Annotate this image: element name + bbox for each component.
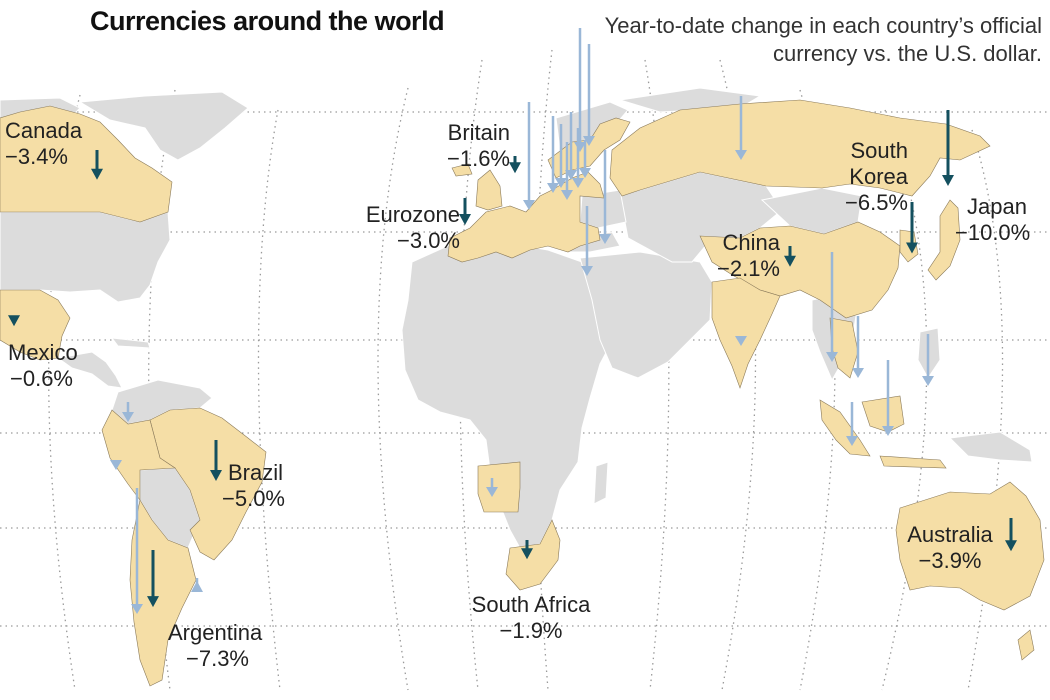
minor-arrow-head — [579, 168, 591, 178]
minor-arrow-head — [555, 178, 567, 188]
country-name: Brazil — [228, 460, 284, 485]
eastern-europe — [579, 189, 627, 229]
arrow-head-south_korea — [906, 242, 918, 254]
highlighted-land — [0, 99, 1045, 687]
arrow-head-argentina — [147, 596, 159, 608]
andes-land — [101, 409, 176, 501]
country-name: Australia — [907, 522, 993, 547]
label-south-korea: South Korea −6.5% — [808, 138, 908, 216]
country-change: −3.9% — [918, 548, 982, 573]
country-name: Eurozone — [365, 202, 460, 227]
minor-arrow-head — [131, 604, 143, 614]
central-america — [56, 351, 123, 389]
nz-land — [1017, 629, 1035, 661]
country-change: −6.5% — [845, 190, 908, 215]
major-currency-arrows — [8, 110, 1017, 608]
country-name: China — [722, 230, 780, 255]
minor-arrow-head — [486, 487, 498, 497]
country-name: Argentina — [168, 620, 263, 645]
minor-arrow-head — [826, 352, 838, 362]
country-name: Korea — [849, 164, 908, 189]
minor-arrow-head — [922, 376, 934, 386]
minor-currency-arrows — [110, 28, 934, 614]
arrow-head-japan — [942, 175, 954, 186]
label-australia: Australia −3.9% — [892, 522, 1008, 574]
other-land — [0, 87, 1033, 549]
iceland-land — [451, 163, 473, 177]
minor-arrow-head — [581, 266, 593, 276]
minor-arrow-head — [122, 412, 134, 422]
country-change: −1.6% — [447, 146, 510, 171]
chart-title: Currencies around the world — [90, 6, 445, 36]
country-name: Canada — [5, 118, 83, 143]
country-change: −7.3% — [186, 646, 249, 671]
country-name: South — [850, 138, 909, 163]
arrow-head-canada — [91, 168, 103, 180]
country-name: South Africa — [471, 592, 591, 617]
minor-arrow-head — [523, 200, 535, 210]
label-argentina: Argentina −7.3% — [168, 620, 262, 672]
new-guinea — [948, 431, 1033, 463]
minor-arrow-head — [572, 178, 584, 188]
minor-arrow-head — [191, 581, 203, 592]
minor-arrow-head — [735, 150, 747, 160]
label-canada: Canada −3.4% — [5, 118, 82, 170]
canada-land — [0, 105, 173, 223]
label-south-africa: South Africa −1.9% — [448, 592, 614, 644]
country-change: −10.0% — [955, 220, 1031, 245]
madagascar — [593, 461, 609, 505]
label-eurozone: Eurozone −3.0% — [340, 202, 460, 254]
russia-land — [609, 99, 991, 197]
label-britain: Britain −1.6% — [420, 120, 510, 172]
minor-arrow-head — [583, 136, 595, 146]
label-brazil: Brazil −5.0% — [222, 460, 285, 512]
country-change: −5.0% — [222, 486, 285, 511]
minor-arrow-head — [547, 183, 559, 193]
label-china: China −2.1% — [690, 230, 780, 282]
country-change: −3.0% — [397, 228, 460, 253]
caribbean — [110, 337, 151, 349]
country-change: −0.6% — [10, 366, 73, 391]
minor-arrow-head — [599, 234, 611, 244]
arrow-head-mexico — [8, 315, 20, 327]
arrow-head-eurozone — [459, 214, 471, 225]
minor-arrow-head — [110, 460, 122, 470]
minor-arrow-head — [882, 426, 894, 436]
japan-land — [927, 199, 961, 281]
arrow-head-china — [784, 255, 796, 267]
united-states — [0, 211, 171, 303]
britain-land — [475, 169, 503, 211]
arrow-head-britain — [509, 162, 521, 174]
angola-land — [477, 461, 521, 513]
minor-arrow-head — [846, 436, 858, 446]
chart-subtitle: Year-to-date change in each country’s of… — [604, 13, 1042, 66]
label-japan: Japan −10.0% — [955, 194, 1030, 246]
indonesia-land — [819, 395, 947, 469]
country-change: −1.9% — [499, 618, 563, 643]
india-land — [711, 277, 781, 389]
country-change: −2.1% — [717, 256, 780, 281]
arrow-head-south_africa — [521, 548, 533, 560]
arrow-head-brazil — [210, 470, 222, 481]
australia-land — [895, 481, 1045, 611]
country-name: Mexico — [8, 340, 78, 365]
label-mexico: Mexico −0.6% — [8, 340, 78, 392]
greenland — [78, 91, 249, 161]
minor-arrow-head — [852, 368, 864, 378]
country-name: Britain — [447, 120, 510, 145]
mexico-land — [0, 289, 71, 361]
minor-arrow-head — [561, 190, 573, 200]
country-name: Japan — [967, 194, 1027, 219]
southern-africa-land — [505, 519, 561, 591]
country-change: −3.4% — [5, 144, 68, 169]
minor-arrow-head — [735, 336, 747, 346]
argentina-chile-land — [129, 499, 197, 687]
brazil-land — [149, 407, 267, 561]
arrow-head-australia — [1005, 540, 1017, 552]
